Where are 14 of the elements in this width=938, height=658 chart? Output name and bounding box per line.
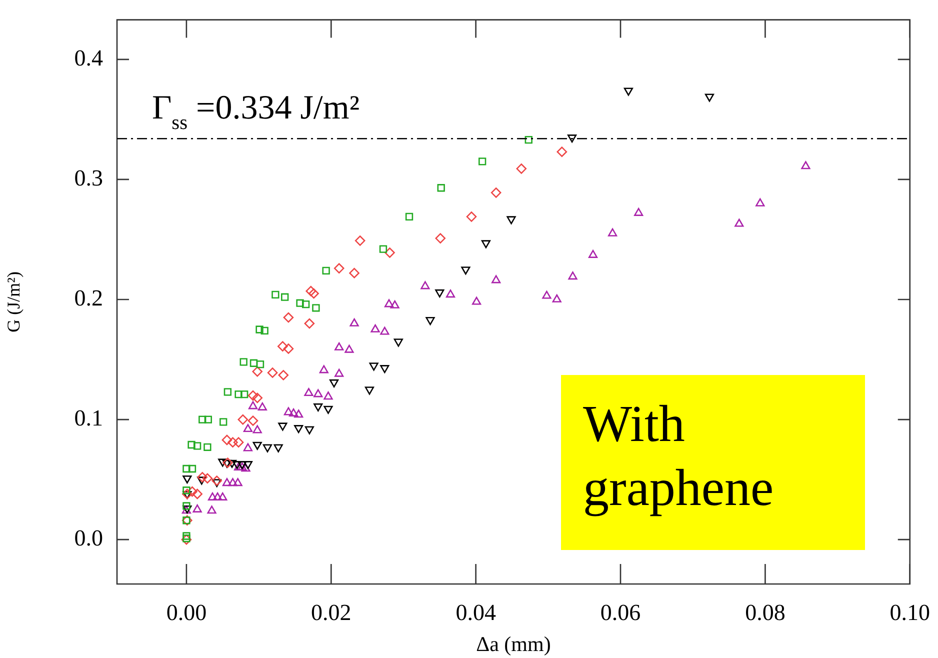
y-axis-title: G (J/m²)	[4, 271, 24, 332]
y-tick-label: 0.0	[74, 526, 103, 551]
y-tick-label: 0.1	[74, 406, 103, 431]
x-tick-label: 0.02	[311, 600, 352, 625]
x-tick-label: 0.10	[890, 600, 930, 625]
y-tick-label: 0.3	[74, 166, 103, 191]
x-tick-label: 0.00	[166, 600, 207, 625]
x-tick-label: 0.04	[456, 600, 496, 625]
y-tick-label: 0.2	[74, 286, 103, 311]
x-tick-label: 0.08	[745, 600, 786, 625]
annotation: With graphene	[561, 375, 865, 550]
x-tick-label: 0.06	[600, 600, 641, 625]
x-axis-title: Δa (mm)	[476, 632, 551, 656]
y-tick-label: 0.4	[74, 45, 104, 70]
